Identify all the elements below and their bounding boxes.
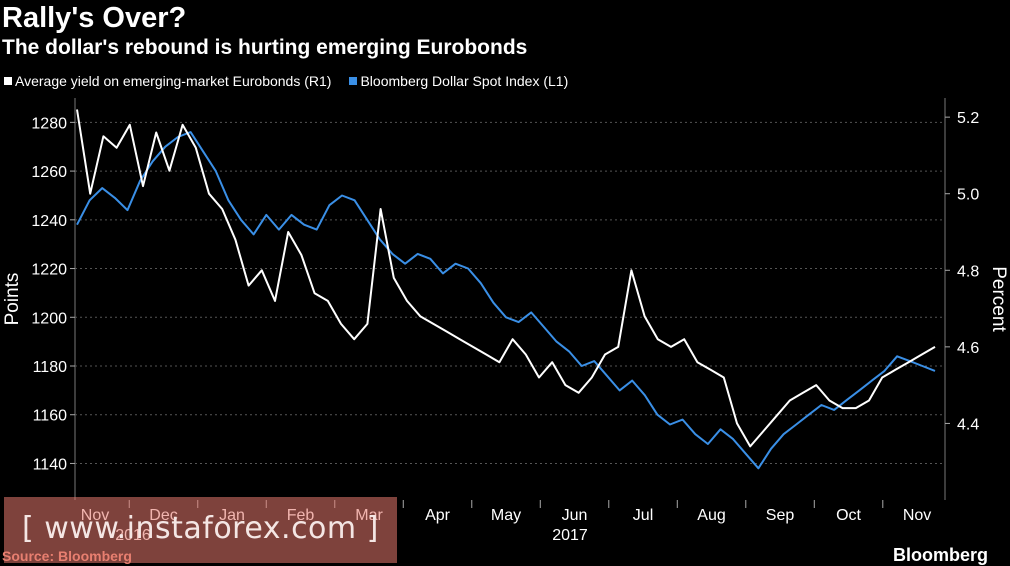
x-tick-label-12: Nov xyxy=(903,507,931,524)
chart-subtitle: The dollar's rebound is hurting emerging… xyxy=(2,36,528,59)
right-tick-label-4: 5.2 xyxy=(957,110,979,127)
brand-logo: Bloomberg xyxy=(892,545,988,565)
left-tick-label-2: 1180 xyxy=(33,359,68,376)
legend-label-dollar: Bloomberg Dollar Spot Index (L1) xyxy=(360,73,569,89)
left-tick-label-1: 1160 xyxy=(33,408,68,425)
right-tick-label-3: 5.0 xyxy=(957,187,979,204)
x-tick-label-7: Jun xyxy=(562,507,588,524)
legend-swatch-blue xyxy=(349,77,358,85)
x-tick-label-10: Sep xyxy=(766,507,795,524)
x-tick-label-8: Jul xyxy=(633,507,653,524)
left-tick-label-7: 1280 xyxy=(31,115,67,132)
right-tick-label-2: 4.8 xyxy=(957,263,979,280)
legend-item-yield: Average yield on emerging-market Eurobon… xyxy=(4,73,331,89)
legend-swatch-white xyxy=(4,77,12,85)
left-tick-label-4: 1220 xyxy=(31,262,67,279)
series-line-dollar-index xyxy=(76,131,936,470)
left-tick-label-3: 1200 xyxy=(31,310,67,327)
left-axis-title: Points xyxy=(2,273,23,326)
left-tick-label-5: 1240 xyxy=(31,213,67,230)
series-line-eurobond-yield xyxy=(76,109,936,448)
watermark-banner: [ www.instaforex.com ] xyxy=(4,497,397,563)
watermark-text: [ www.instaforex.com ] xyxy=(22,511,379,546)
x-tick-label-11: Oct xyxy=(836,507,861,524)
legend-item-dollar: Bloomberg Dollar Spot Index (L1) xyxy=(349,73,568,89)
right-axis-title: Percent xyxy=(988,266,1009,332)
chart-title: Rally's Over? xyxy=(2,2,187,34)
right-tick-label-1: 4.6 xyxy=(957,340,979,357)
x-tick-label-6: May xyxy=(491,507,521,524)
left-tick-label-0: 1140 xyxy=(33,456,68,473)
x-tick-label-5: Apr xyxy=(425,507,451,524)
x-tick-label-9: Aug xyxy=(697,507,725,524)
chart-legend: Average yield on emerging-market Eurobon… xyxy=(4,73,580,89)
right-tick-label-0: 4.4 xyxy=(957,416,979,433)
year-label-2017: 2017 xyxy=(552,527,588,544)
source-note: Source: Bloomberg xyxy=(2,548,132,564)
left-tick-label-6: 1260 xyxy=(31,164,67,181)
legend-label-yield: Average yield on emerging-market Eurobon… xyxy=(15,73,332,89)
